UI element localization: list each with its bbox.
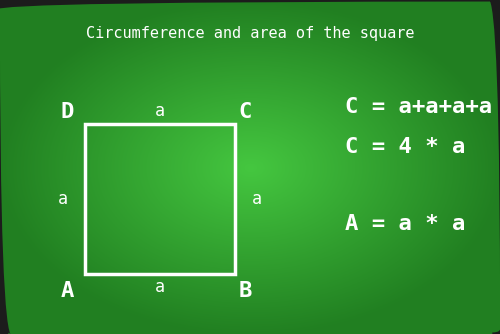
Text: a: a [155, 278, 165, 296]
Text: a: a [155, 102, 165, 120]
Text: D: D [60, 102, 74, 122]
Text: A = a * a: A = a * a [345, 214, 466, 234]
Text: A: A [60, 281, 74, 301]
Text: B: B [238, 281, 252, 301]
Text: C = 4 * a: C = 4 * a [345, 137, 466, 157]
Text: a: a [252, 190, 262, 208]
Text: C = a+a+a+a: C = a+a+a+a [345, 97, 492, 117]
Text: C: C [238, 102, 252, 122]
Text: a: a [58, 190, 68, 208]
Bar [85, 124, 235, 274]
Text: Circumference and area of the square: Circumference and area of the square [86, 26, 414, 41]
